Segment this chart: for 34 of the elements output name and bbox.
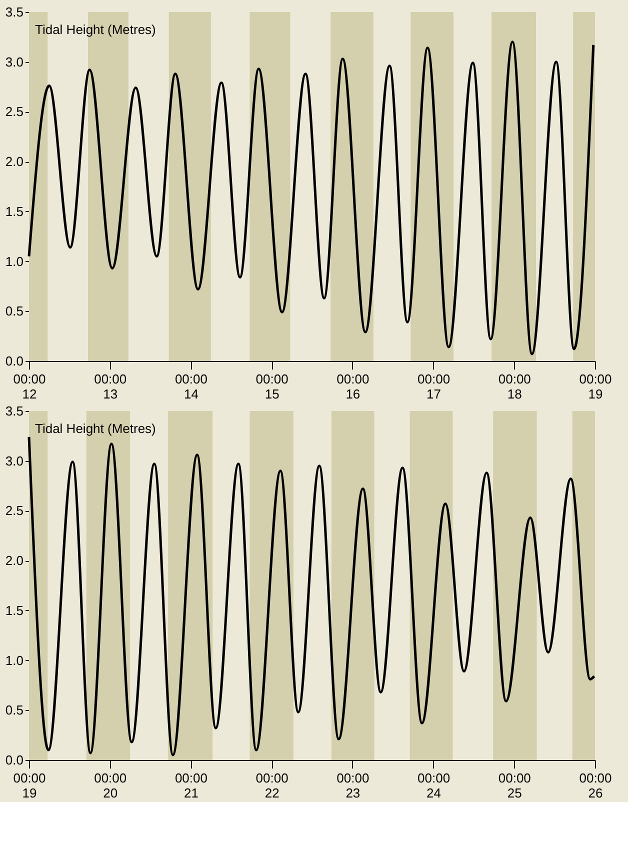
y-tick-label: 1.5 (5, 602, 24, 618)
y-tick-label: 2.5 (5, 104, 24, 120)
x-tick-label: 00:00 13 (94, 372, 127, 402)
x-tick-label: 00:00 15 (256, 372, 288, 402)
y-tick-label: 0.5 (5, 702, 24, 718)
y-axis-title: Tidal Height (Metres) (35, 421, 156, 436)
y-tick-label: 2.5 (5, 503, 24, 518)
x-tick-label: 00:00 20 (94, 770, 127, 800)
y-tick-label: 1.0 (5, 652, 24, 668)
x-tick-label: 00:00 26 (579, 770, 612, 800)
y-tick-label: 3.5 (5, 404, 24, 418)
x-tick-label: 00:00 21 (174, 770, 208, 800)
y-tick-label: 3.5 (5, 4, 24, 20)
y-tick-label: 3.0 (5, 453, 24, 468)
x-tick-label: 00:00 22 (256, 770, 288, 800)
x-tick-label: 00:00 23 (336, 770, 370, 800)
y-tick-label: 2.0 (5, 553, 24, 568)
y-tick-label: 3.0 (5, 54, 24, 70)
y-tick-label: 0.0 (5, 354, 24, 368)
y-axis-title: Tidal Height (Metres) (35, 22, 156, 37)
x-tick-label: 00:00 17 (418, 372, 450, 402)
x-tick-label: 00:00 19 (13, 770, 46, 800)
x-tick-label: 00:00 14 (174, 372, 208, 402)
y-tick-label: 1.0 (5, 254, 24, 269)
y-tick-label: 2.0 (5, 154, 24, 170)
x-tick-label: 00:00 25 (498, 770, 531, 800)
x-tick-label: 00:00 16 (336, 372, 370, 402)
x-tick-label: 00:00 19 (579, 372, 612, 402)
x-tick-label: 00:00 12 (13, 372, 46, 402)
y-tick-label: 1.5 (5, 204, 24, 219)
x-tick-label: 00:00 24 (418, 770, 450, 800)
y-tick-label: 0.5 (5, 304, 24, 319)
y-tick-label: 0.0 (5, 752, 24, 768)
x-tick-label: 00:00 18 (498, 372, 531, 402)
